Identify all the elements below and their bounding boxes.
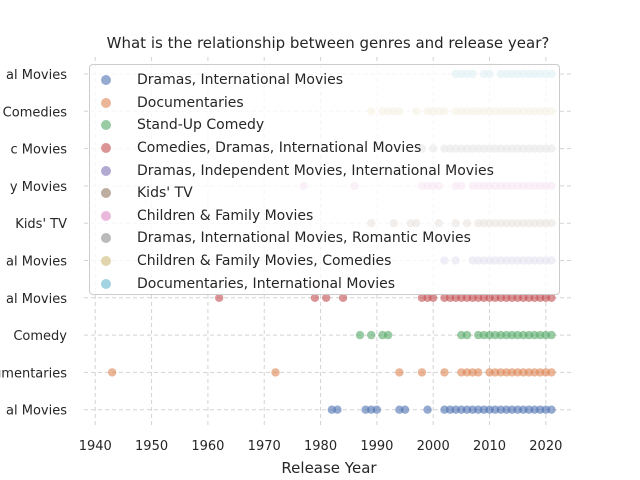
series-0 xyxy=(327,405,556,414)
legend-label: Comedies, Dramas, International Movies xyxy=(137,140,422,157)
data-point xyxy=(428,293,438,302)
y-tick-labels: al Movies umentaries Comedy al Movies al Mov… xyxy=(0,68,67,419)
legend-label: Stand-Up Comedy xyxy=(137,117,265,134)
x-tick-label: 1950 xyxy=(135,439,168,454)
data-point xyxy=(547,368,556,377)
data-point xyxy=(367,330,376,340)
y-tick-label: al Movies xyxy=(6,292,67,307)
data-point xyxy=(547,330,556,340)
legend-marker xyxy=(101,278,111,289)
legend-label: Documentaries xyxy=(137,94,244,111)
data-point xyxy=(462,330,472,340)
data-point xyxy=(107,368,117,377)
data-point xyxy=(547,405,556,414)
legend-marker xyxy=(101,143,111,154)
x-tick-label: 2010 xyxy=(473,439,506,454)
data-point xyxy=(395,368,404,377)
series-1 xyxy=(107,368,556,377)
legend-item: Dramas, International Movies xyxy=(101,69,559,92)
x-tick-label: 1980 xyxy=(304,439,337,454)
data-point xyxy=(400,405,410,414)
legend-marker xyxy=(101,256,111,267)
legend-item: Children & Family Movies xyxy=(101,205,559,228)
data-point xyxy=(547,293,556,302)
legend-marker xyxy=(101,120,111,131)
series-3 xyxy=(214,293,556,302)
data-point xyxy=(383,330,393,340)
legend-label: Documentaries, International Movies xyxy=(137,275,396,292)
legend-label: Dramas, International Movies xyxy=(137,72,344,89)
y-tick-label: Comedies xyxy=(3,105,68,120)
legend-marker xyxy=(101,165,111,176)
legend-marker xyxy=(101,188,111,199)
data-point xyxy=(440,368,449,377)
legend: Dramas, International Movies Documentarie… xyxy=(89,64,560,295)
data-point xyxy=(338,293,348,302)
y-tick-label: al Movies xyxy=(6,255,67,270)
x-tick-label: 1990 xyxy=(360,439,393,454)
legend-label: Dramas, Independent Movies, Internationa… xyxy=(137,162,494,179)
x-tick-labels: 1940 1950 1960 1970 1980 1990 2000 2010 2020 xyxy=(79,439,563,454)
y-tick-label: c Movies xyxy=(10,143,67,158)
x-tick-label: 1960 xyxy=(191,439,224,454)
data-point xyxy=(372,405,382,414)
y-tick-label: umentaries xyxy=(0,366,67,381)
x-tick-label: 1970 xyxy=(248,439,281,454)
legend-marker xyxy=(101,210,111,221)
x-tick-label: 2000 xyxy=(417,439,450,454)
legend-marker xyxy=(101,97,111,108)
data-point xyxy=(271,368,280,377)
data-point xyxy=(423,405,432,414)
legend-item: Comedies, Dramas, International Movies xyxy=(101,137,559,160)
legend-label: Dramas, International Movies, Romantic M… xyxy=(137,230,471,247)
legend-item: Dramas, Independent Movies, Internationa… xyxy=(101,159,559,182)
legend-item: Children & Family Movies, Comedies xyxy=(101,250,559,273)
legend-item: Dramas, International Movies, Romantic M… xyxy=(101,227,559,250)
y-tick-label: al Movies xyxy=(6,404,67,419)
x-axis-label: Release Year xyxy=(281,459,377,477)
data-point xyxy=(417,368,427,377)
y-tick-label: Comedy xyxy=(13,329,67,344)
legend-item: Documentaries, International Movies xyxy=(101,272,559,295)
data-point xyxy=(355,330,365,340)
x-tick-label: 2020 xyxy=(529,439,562,454)
legend-label: Children & Family Movies xyxy=(137,207,314,224)
data-point xyxy=(333,405,342,414)
chart-title: What is the relationship between genres … xyxy=(106,34,550,52)
data-point xyxy=(310,293,320,302)
y-tick-label: y Movies xyxy=(10,180,67,195)
y-tick-label: Kids' TV xyxy=(15,217,67,232)
x-tick-label: 1940 xyxy=(79,439,112,454)
legend-marker xyxy=(101,75,111,86)
y-tick-label: al Movies xyxy=(6,68,67,83)
data-point xyxy=(474,368,483,377)
data-point xyxy=(214,293,224,302)
legend-item: Documentaries xyxy=(101,92,559,115)
series-2 xyxy=(355,330,556,340)
legend-item: Kids' TV xyxy=(101,182,559,205)
legend-marker xyxy=(101,233,111,244)
data-point xyxy=(321,293,331,302)
legend-label: Kids' TV xyxy=(137,185,193,202)
legend-item: Stand-Up Comedy xyxy=(101,114,559,137)
legend-label: Children & Family Movies, Comedies xyxy=(137,253,392,270)
